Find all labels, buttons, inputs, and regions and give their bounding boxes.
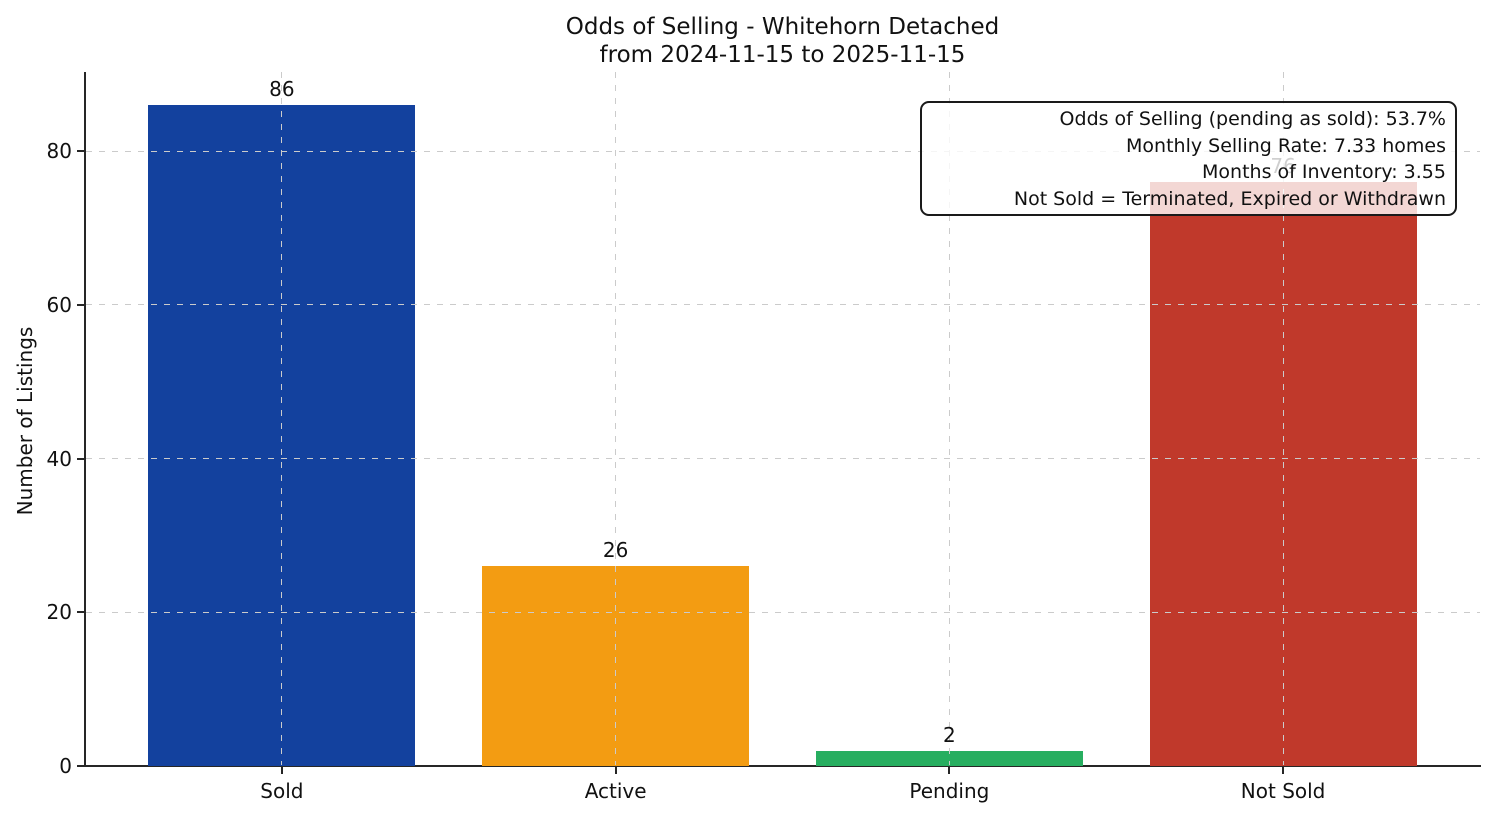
x-tick-mark	[614, 767, 617, 774]
x-tick-label: Sold	[260, 779, 304, 803]
annotation-line-odds: Odds of Selling (pending as sold): 53.7%	[1059, 108, 1446, 130]
y-tick-mark	[77, 303, 84, 306]
annotation-line-not-sold-note: Not Sold = Terminated, Expired or Withdr…	[1013, 187, 1446, 210]
y-tick-label: 20	[46, 600, 72, 625]
stats-annotation-box: Odds of Selling (pending as sold): 53.7%…	[920, 101, 1457, 216]
chart-subtitle: from 2024-11-15 to 2025-11-15	[599, 42, 966, 68]
annotation-line-inventory: Months of Inventory: 3.55	[1202, 161, 1446, 183]
horizontal-gridline	[86, 458, 1480, 460]
horizontal-gridline	[86, 611, 1480, 613]
y-tick-label: 60	[46, 292, 72, 317]
y-axis-label: Number of Listings	[13, 326, 37, 516]
vertical-gridline	[948, 72, 950, 765]
y-tick-mark	[77, 765, 84, 767]
x-tick-mark	[1282, 767, 1285, 774]
bar-value-label: 2	[942, 722, 956, 747]
x-tick-label: Not Sold	[1240, 779, 1326, 803]
x-tick-label: Pending	[909, 779, 990, 803]
x-axis-spine	[84, 765, 1481, 767]
annotation-line-monthly-rate: Monthly Selling Rate: 7.33 homes	[1126, 134, 1446, 157]
vertical-gridline	[615, 72, 617, 765]
y-tick-label: 0	[59, 754, 72, 778]
bar-value-label: 86	[269, 77, 295, 102]
y-tick-label: 40	[46, 446, 72, 471]
horizontal-gridline	[86, 150, 1480, 152]
y-tick-label: 80	[46, 139, 72, 164]
y-tick-mark	[77, 457, 84, 460]
x-tick-label: Active	[584, 779, 647, 803]
vertical-gridline	[1282, 72, 1284, 765]
chart-title: Odds of Selling - Whitehorn Detached	[565, 14, 1000, 40]
bar-value-label: 26	[602, 538, 629, 563]
horizontal-gridline	[86, 304, 1480, 306]
y-tick-mark	[77, 150, 84, 153]
y-axis-spine	[84, 72, 86, 767]
x-tick-mark	[948, 767, 951, 774]
x-tick-mark	[280, 767, 283, 774]
vertical-gridline	[281, 72, 283, 765]
y-tick-mark	[77, 611, 84, 614]
